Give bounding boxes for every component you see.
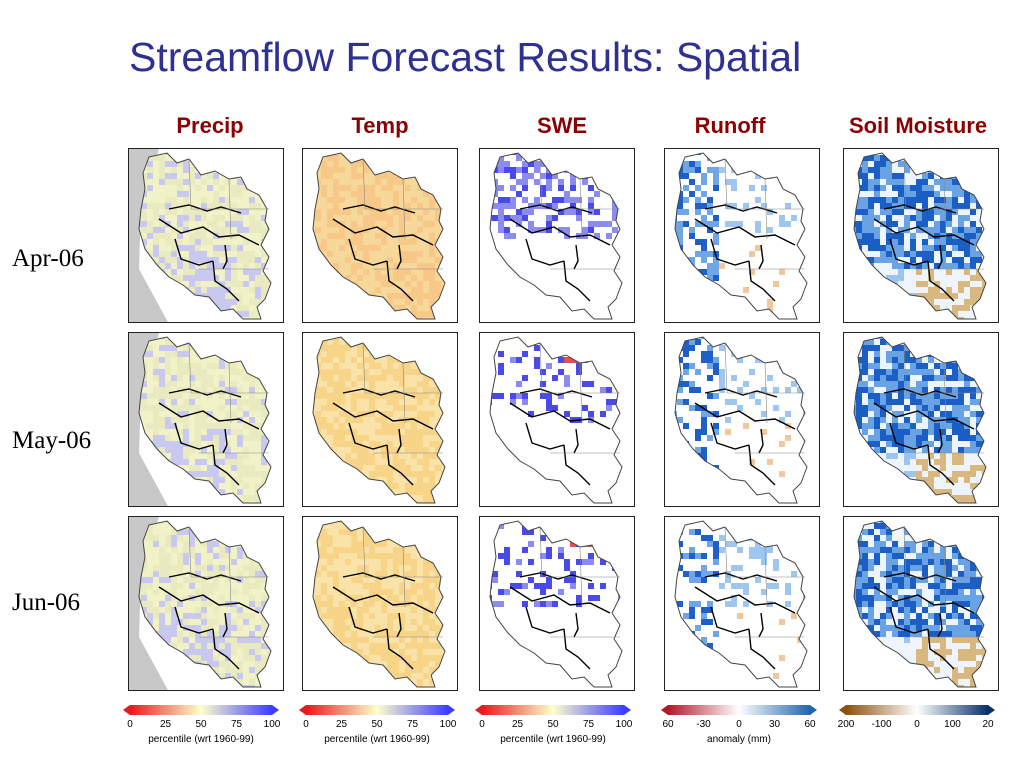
map-panel-swe-apr: [479, 148, 635, 323]
colorbar-tick-label: 100: [263, 719, 281, 730]
slide-title: Streamflow Forecast Results: Spatial: [129, 34, 802, 80]
basin-map: [489, 520, 623, 688]
colorbar-unit-label: percentile (wrt 1960-99): [500, 734, 606, 745]
column-header-soil-moisture: Soil Moisture: [848, 113, 988, 138]
map-panel-temp-may: [302, 332, 458, 507]
basin-map: [674, 336, 808, 504]
colorbar-soil-moisture: 200 -100 0 100 20: [838, 705, 996, 734]
colorbar-runoff: 60 -30 0 30 60 anomaly (mm): [660, 705, 818, 745]
colorbar-tick-label: 50: [195, 719, 207, 730]
map-panel-runoff-may: [664, 332, 820, 507]
map-panel-soil-moisture-may: [843, 332, 999, 507]
colorbar-tick-label: 0: [127, 719, 133, 730]
map-panel-temp-apr: [302, 148, 458, 323]
colorbar-tick-label: 20: [982, 719, 994, 730]
colorbar-tick-label: 50: [547, 719, 559, 730]
colorbar-tick-label: 0: [736, 719, 742, 730]
basin-map: [674, 520, 808, 688]
map-panel-precip-apr: [128, 148, 284, 323]
colorbar-tick-label: 75: [406, 719, 419, 730]
colorbar-gradient: [123, 705, 279, 715]
colorbar-unit-label: percentile (wrt 1960-99): [324, 734, 430, 745]
basin-map: [312, 336, 446, 504]
basin-map: [312, 152, 446, 320]
colorbar-tick-label: 0: [303, 719, 309, 730]
colorbar-tick-label: 0: [479, 719, 485, 730]
basin-map: [853, 152, 987, 320]
colorbar-tick-label: 100: [944, 719, 961, 730]
map-panel-precip-jun: [128, 516, 284, 691]
map-panel-temp-jun: [302, 516, 458, 691]
colorbar-gradient: [661, 705, 817, 715]
basin-map: [489, 336, 623, 504]
column-header-temp: Temp: [351, 113, 409, 138]
colorbar-tick-label: 200: [837, 719, 855, 730]
colorbar-tick-label: 25: [511, 719, 524, 730]
map-panel-runoff-apr: [664, 148, 820, 323]
map-panel-soil-moisture-jun: [843, 516, 999, 691]
colorbar-tick-label: 75: [230, 719, 243, 730]
basin-map: [853, 336, 987, 504]
basin-map: [129, 517, 272, 690]
colorbar-tick-label: 25: [335, 719, 348, 730]
colorbar-precip: 0 25 50 75 100 percentile (wrt 1960-99): [122, 705, 280, 745]
colorbar-unit-label: percentile (wrt 1960-99): [148, 734, 254, 745]
colorbar-gradient: [299, 705, 455, 715]
map-panel-precip-may: [128, 332, 284, 507]
colorbar-gradient: [475, 705, 631, 715]
colorbar-tick-label: 25: [159, 719, 172, 730]
map-panel-runoff-jun: [664, 516, 820, 691]
row-label-may: May-06: [12, 427, 92, 454]
colorbar-tick-label: 100: [439, 719, 457, 730]
colorbar-tick-label: 60: [804, 719, 816, 730]
basin-map: [312, 520, 446, 688]
colorbar-ticks: 0 25 50 75 100: [474, 719, 632, 733]
colorbar-swe: 0 25 50 75 100 percentile (wrt 1960-99): [474, 705, 632, 745]
colorbar-tick-label: 75: [582, 719, 595, 730]
colorbar-tick-label: -100: [871, 719, 892, 730]
column-header-runoff: Runoff: [694, 113, 766, 138]
colorbar-unit-label: anomaly (mm): [707, 734, 771, 745]
map-panel-swe-jun: [479, 516, 635, 691]
colorbar-ticks: 60 -30 0 30 60: [660, 719, 818, 733]
basin-map: [853, 520, 987, 688]
colorbar-tick-label: 30: [768, 719, 781, 730]
basin-map: [489, 152, 623, 320]
row-label-apr: Apr-06: [12, 245, 84, 272]
column-header-swe: SWE: [536, 113, 588, 138]
colorbar-ticks: 0 25 50 75 100: [122, 719, 280, 733]
colorbar-tick-label: 60: [662, 719, 674, 730]
colorbar-ticks: 200 -100 0 100 20: [838, 719, 996, 733]
column-header-precip: Precip: [176, 113, 244, 138]
map-panel-swe-may: [479, 332, 635, 507]
row-label-jun: Jun-06: [12, 589, 81, 616]
map-panel-soil-moisture-apr: [843, 148, 999, 323]
basin-map: [129, 149, 272, 322]
colorbar-tick-label: 100: [615, 719, 633, 730]
colorbar-temp: 0 25 50 75 100 percentile (wrt 1960-99): [298, 705, 456, 745]
colorbar-tick-label: -30: [696, 719, 711, 730]
colorbar-gradient: [839, 705, 995, 715]
basin-map: [674, 152, 808, 320]
basin-map: [129, 333, 272, 506]
colorbar-tick-label: 0: [914, 719, 920, 730]
colorbar-ticks: 0 25 50 75 100: [298, 719, 456, 733]
colorbar-tick-label: 50: [371, 719, 383, 730]
